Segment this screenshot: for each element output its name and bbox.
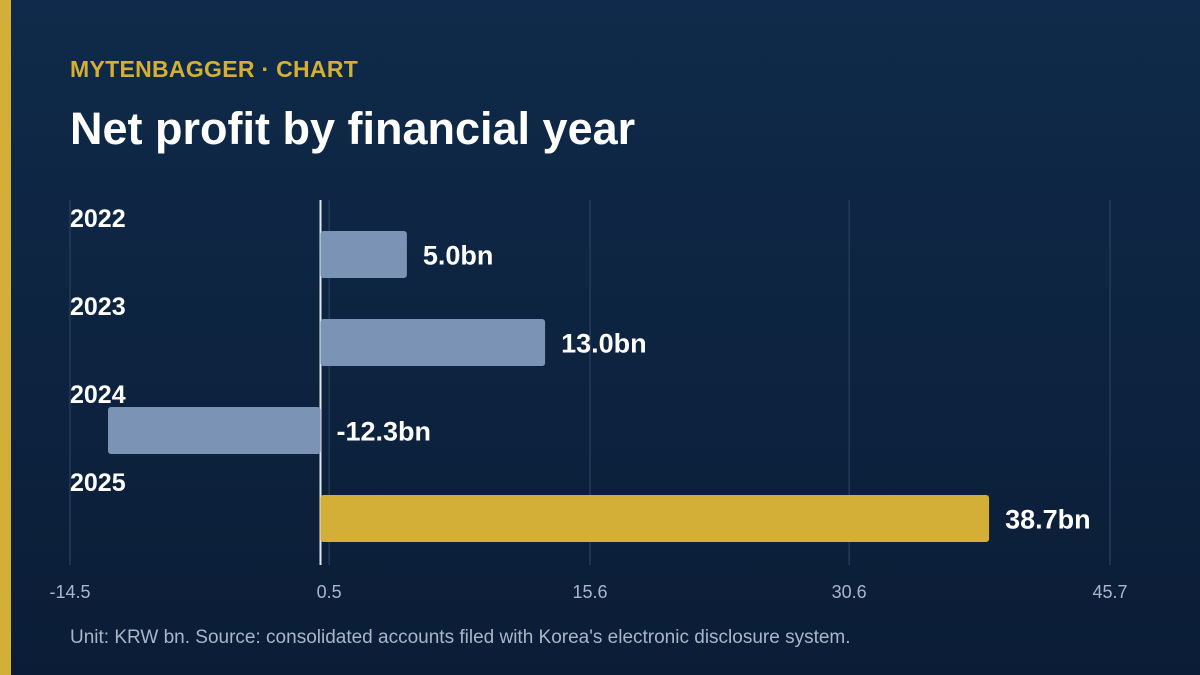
x-tick-label: 15.6 — [572, 582, 607, 602]
x-tick-label: 45.7 — [1092, 582, 1127, 602]
bar-value-label: 13.0bn — [561, 329, 647, 359]
bar — [108, 407, 321, 454]
x-tick-label: 0.5 — [317, 582, 342, 602]
bar-value-label: 5.0bn — [423, 241, 494, 271]
category-label: 2024 — [70, 381, 126, 409]
kicker-label: MYTENBAGGER · CHART — [70, 56, 359, 82]
bar — [320, 319, 546, 366]
bar-value-label: -12.3bn — [336, 417, 431, 447]
bar — [320, 495, 990, 542]
x-tick-label: -14.5 — [49, 582, 90, 602]
accent-stripe — [0, 0, 11, 675]
category-label: 2022 — [70, 205, 126, 233]
source-footnote: Unit: KRW bn. Source: consolidated accou… — [70, 627, 851, 648]
category-label: 2025 — [70, 469, 126, 497]
chart-title: Net profit by financial year — [70, 103, 636, 154]
x-tick-label: 30.6 — [832, 582, 867, 602]
bar — [320, 231, 407, 278]
bar-value-label: 38.7bn — [1005, 505, 1091, 535]
category-label: 2023 — [70, 293, 126, 321]
